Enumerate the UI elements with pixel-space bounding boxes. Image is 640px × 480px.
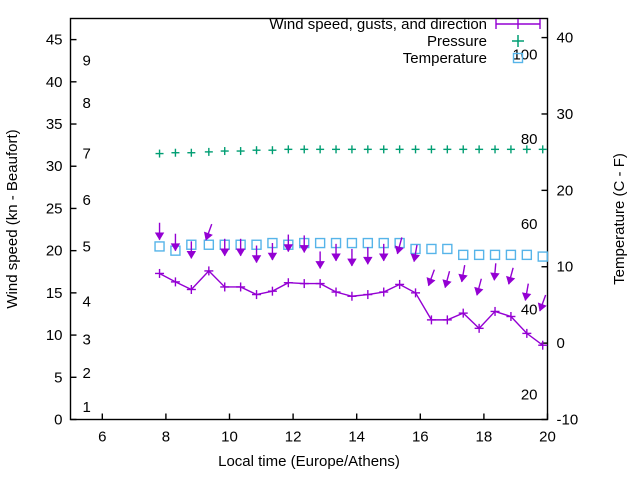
beaufort-label: 3 — [83, 331, 91, 348]
y-axis-ticks: 0 5 10 15 20 25 30 35 40 45 — [46, 32, 77, 429]
wind-direction-head — [170, 243, 181, 252]
wind-direction-head — [442, 279, 452, 289]
x-tick-label: 14 — [348, 429, 365, 446]
legend-marker-pressure — [512, 35, 524, 47]
wind-direction-head — [458, 273, 468, 283]
wind-direction-head — [299, 245, 309, 253]
y-axis-title: Wind speed (kn - Beaufort) — [4, 129, 21, 308]
wind-direction-head — [331, 253, 341, 262]
y-tick-label: 25 — [46, 200, 63, 217]
temperature-point — [537, 251, 548, 262]
y2-tick-label: 30 — [557, 106, 574, 123]
y2-tick-label: -10 — [557, 412, 579, 429]
series-wind-speed — [155, 266, 548, 350]
x-axis-ticks: 6 8 10 12 14 16 18 20 — [98, 413, 556, 446]
legend-label-temperature: Temperature — [403, 50, 487, 67]
temperature-point — [458, 249, 469, 261]
beaufort-label: 7 — [83, 146, 91, 163]
temperature-point — [346, 237, 358, 249]
wind-direction-head — [490, 272, 500, 281]
y-tick-label: 10 — [46, 327, 63, 344]
beaufort-label: 8 — [83, 95, 91, 112]
fahrenheit-label: 20 — [521, 386, 538, 403]
legend-marker-temperature — [512, 52, 524, 64]
series-pressure — [155, 145, 547, 158]
y-tick-label: 30 — [46, 158, 63, 175]
fahrenheit-label: 80 — [521, 131, 538, 148]
fahrenheit-label: 40 — [521, 302, 538, 319]
chart-legend: Wind speed, gusts, and direction Pressur… — [269, 16, 541, 67]
x-tick-label: 6 — [98, 429, 106, 446]
y2-tick-label: 40 — [557, 30, 574, 47]
wind-direction-head — [506, 275, 516, 285]
y-tick-label: 45 — [46, 32, 63, 49]
wind-direction-head — [251, 255, 262, 264]
beaufort-label: 6 — [83, 192, 91, 209]
wind-direction-head — [426, 277, 436, 287]
plot-frame — [69, 17, 549, 421]
wind-direction-head — [154, 232, 165, 241]
x-tick-label: 8 — [162, 429, 170, 446]
fahrenheit-label: 60 — [521, 216, 538, 233]
legend-marker-wind — [495, 19, 541, 29]
series-wind-direction — [154, 222, 547, 312]
temperature-point — [442, 243, 453, 255]
y2-axis-title: Temperature (C - F) — [611, 153, 628, 285]
y2-tick-label: 10 — [557, 259, 574, 276]
x-tick-label: 10 — [221, 429, 238, 446]
y-tick-label: 5 — [54, 369, 62, 386]
wind-direction-head — [186, 251, 197, 259]
wind-speed-line — [159, 269, 544, 346]
legend-label-wind: Wind speed, gusts, and direction — [269, 16, 487, 33]
x-tick-label: 12 — [285, 429, 302, 446]
wind-direction-head — [267, 252, 278, 261]
temperature-point — [203, 239, 215, 250]
wind-direction-head — [283, 244, 294, 253]
legend-label-pressure: Pressure — [427, 33, 487, 50]
beaufort-label: 9 — [83, 53, 91, 70]
wind-direction-head — [379, 253, 389, 262]
temperature-point — [473, 249, 485, 261]
x-tick-label: 20 — [539, 429, 556, 446]
y-tick-label: 35 — [46, 116, 63, 133]
wind-direction-head — [521, 292, 532, 301]
x-tick-label: 16 — [412, 429, 429, 446]
beaufort-scale-labels: 1 2 3 4 5 6 7 8 9 — [83, 53, 91, 416]
series-temperature — [154, 237, 548, 262]
wind-direction-head — [203, 231, 213, 241]
wind-direction-head — [347, 258, 357, 267]
wind-direction-head — [363, 256, 373, 265]
wind-direction-head — [474, 286, 484, 296]
temperature-point — [489, 249, 501, 261]
wind-direction-head — [315, 261, 325, 270]
temperature-point — [362, 237, 374, 249]
wind-direction-head — [410, 253, 420, 263]
y-tick-label: 0 — [54, 412, 62, 429]
fahrenheit-label: 100 — [512, 46, 537, 63]
beaufort-label: 4 — [83, 293, 91, 310]
y-tick-label: 40 — [46, 74, 63, 91]
x-tick-label: 18 — [476, 429, 493, 446]
beaufort-label: 1 — [83, 399, 91, 416]
wind-direction-head — [235, 248, 246, 257]
wind-direction-head — [394, 245, 404, 255]
beaufort-label: 5 — [83, 238, 91, 255]
y-tick-label: 15 — [46, 285, 63, 302]
beaufort-label: 2 — [83, 365, 91, 382]
temperature-point — [505, 249, 517, 261]
wind-direction-head — [537, 302, 547, 312]
temperature-point — [521, 249, 533, 261]
y2-axis-ticks: -10 0 10 20 30 40 — [541, 30, 579, 429]
wind-direction-head — [220, 248, 230, 257]
temperature-point — [426, 243, 437, 255]
y-tick-label: 20 — [46, 243, 63, 260]
temperature-point — [154, 241, 165, 252]
x-axis-title: Local time (Europe/Athens) — [218, 453, 400, 470]
y2-tick-label: 20 — [557, 182, 574, 199]
temperature-point — [314, 237, 326, 249]
fahrenheit-scale-labels: 20 40 60 80 100 — [512, 46, 537, 403]
y2-tick-label: 0 — [557, 335, 565, 352]
